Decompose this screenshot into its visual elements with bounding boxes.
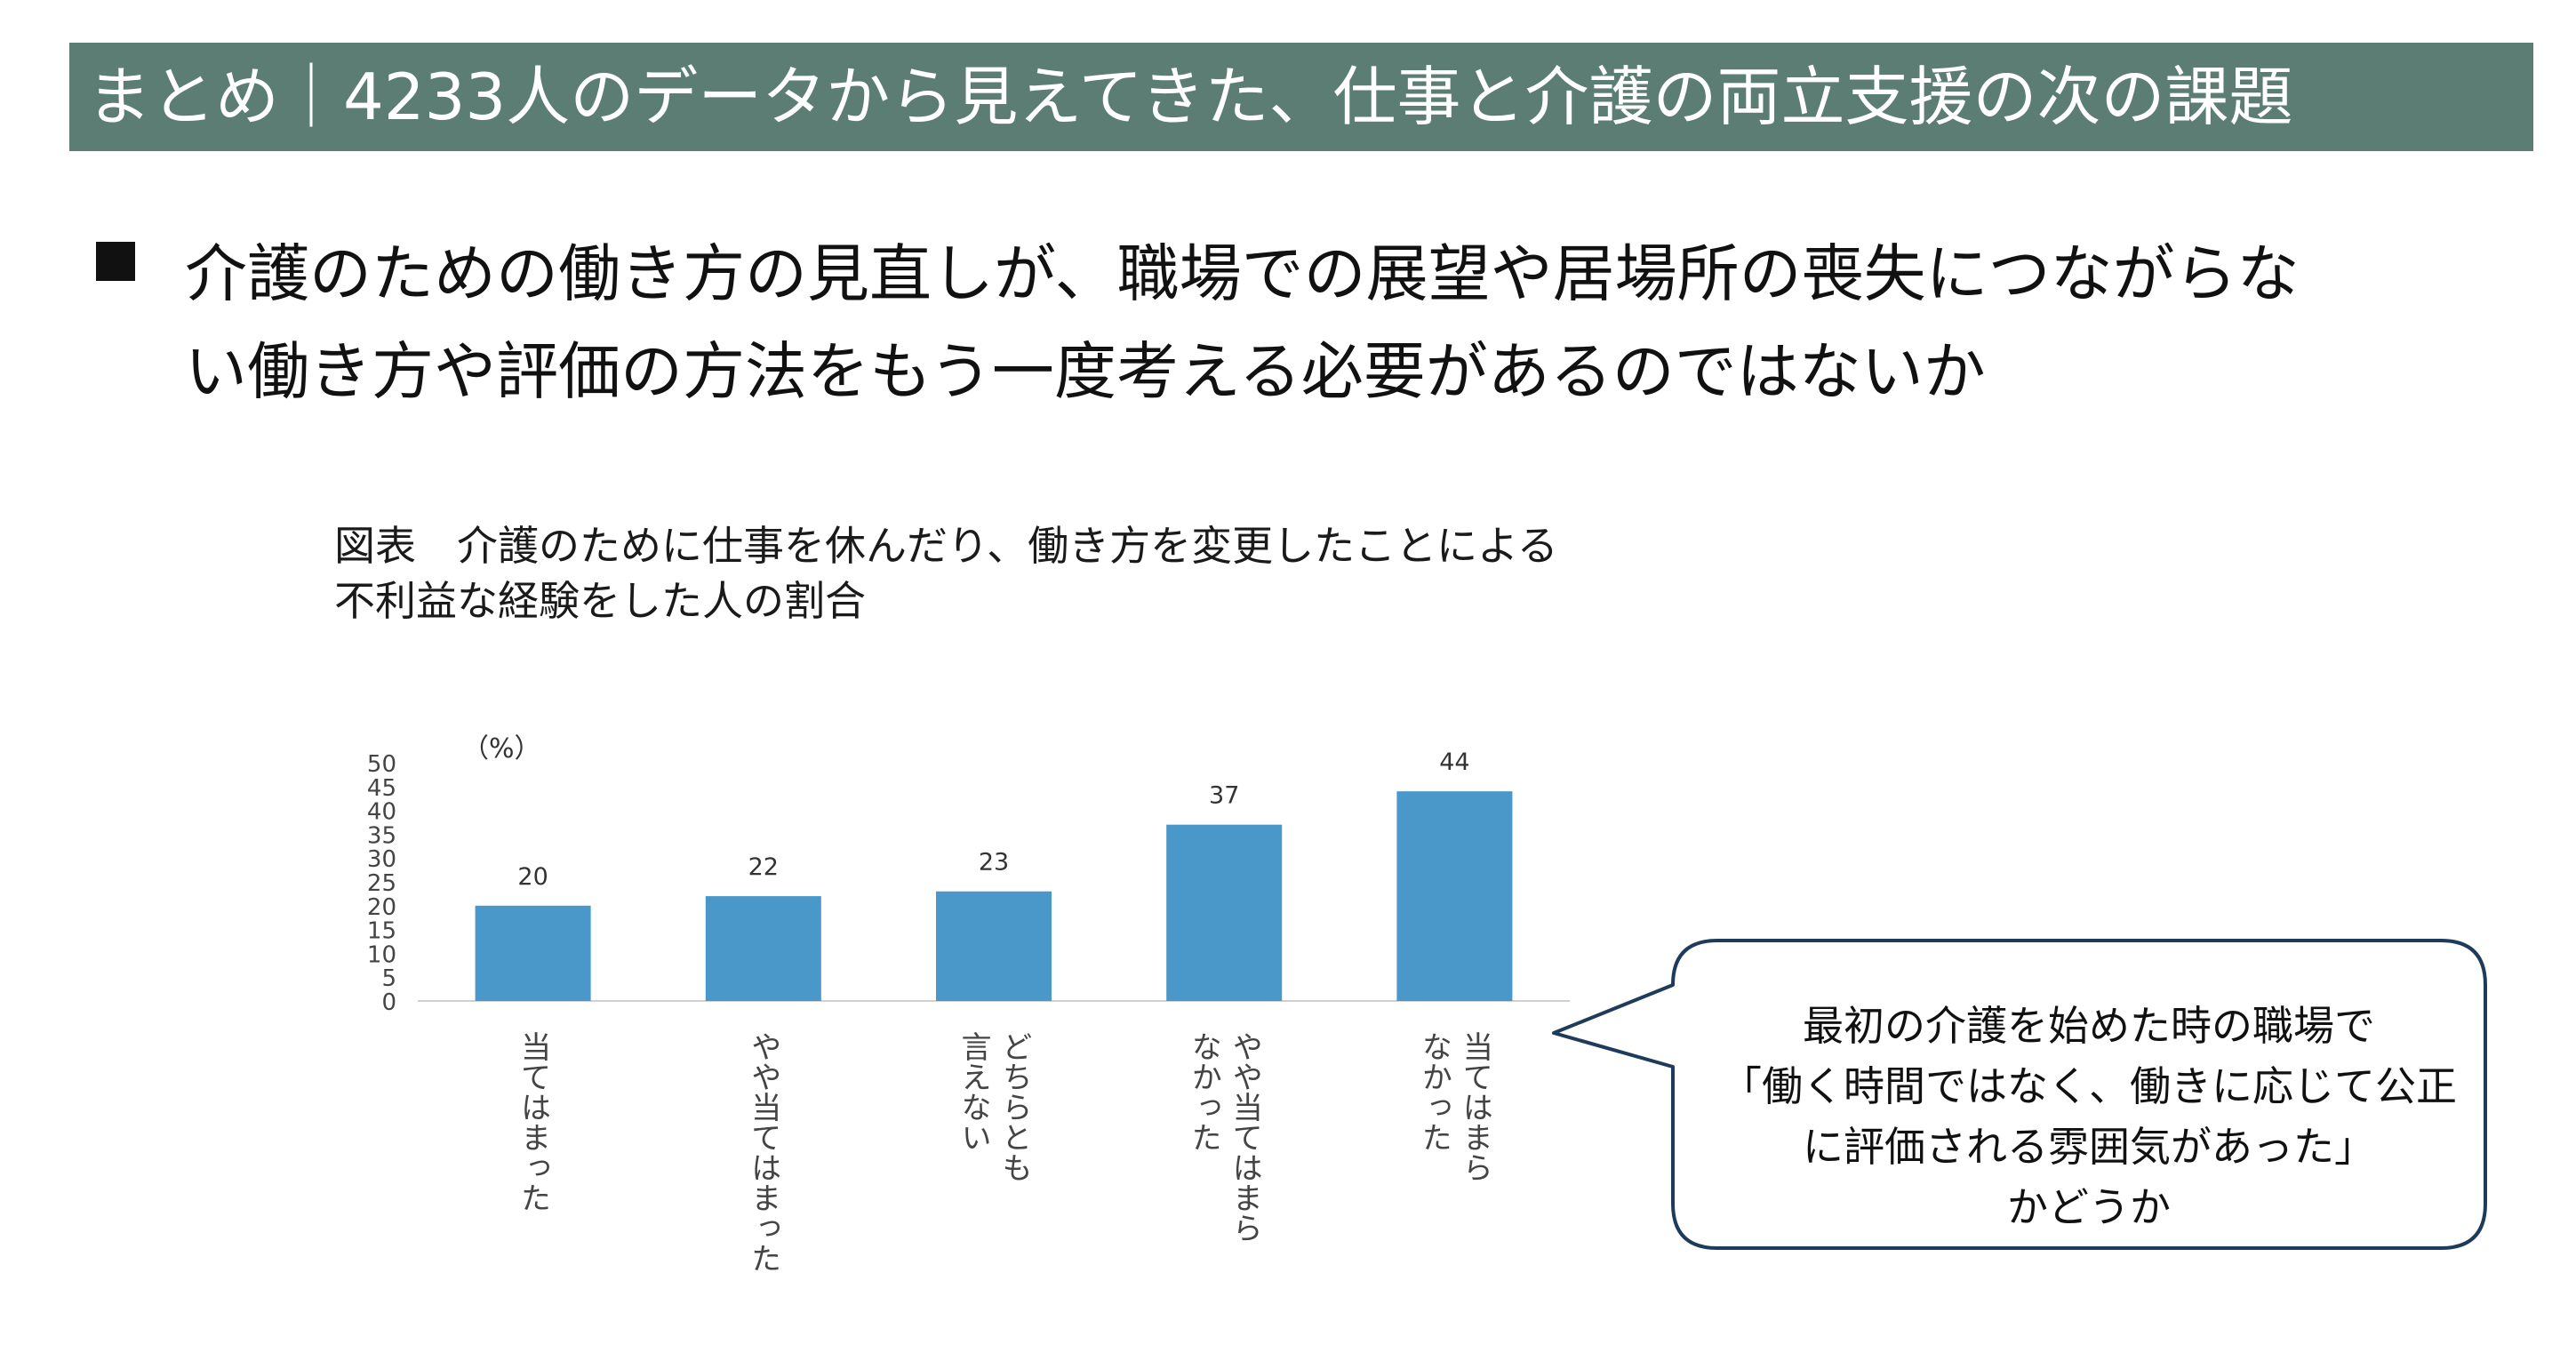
y-tick-label: 5 <box>381 965 396 992</box>
y-tick-label: 50 <box>367 751 396 778</box>
y-tick-label: 20 <box>367 894 396 921</box>
y-axis-unit-label: （%） <box>462 733 541 765</box>
y-tick-label: 10 <box>367 941 396 968</box>
callout-line-2: 「働く時間ではなく、働きに応じて公正 <box>1721 1062 2457 1110</box>
x-tick-label: なかった <box>1186 1031 1221 1152</box>
data-label: 23 <box>979 849 1009 877</box>
data-label: 20 <box>517 863 548 891</box>
x-tick-label: 当てはまら <box>1457 1031 1492 1182</box>
bullet-square-icon <box>96 242 135 281</box>
x-tick-label: 言えない <box>956 1031 991 1152</box>
y-tick-label: 35 <box>367 822 396 849</box>
figure-title-line-1: 図表 介護のために仕事を休んだり、働き方を変更したことによる <box>334 522 1558 570</box>
bar <box>936 891 1052 1001</box>
y-tick-label: 15 <box>367 918 396 945</box>
speech-bubble-outline <box>1552 939 2487 1250</box>
x-tick-label: どちらとも <box>996 1031 1032 1182</box>
page-title: まとめ｜4233人のデータから見えてきた、仕事と介護の両立支援の次の課題 <box>87 60 2293 134</box>
data-label: 44 <box>1439 749 1469 776</box>
bar <box>1396 791 1513 1001</box>
y-tick-label: 30 <box>367 846 396 873</box>
callout-line-1: 最初の介護を始めた時の職場で <box>1803 1002 2375 1050</box>
data-label: 22 <box>748 853 779 881</box>
headline-line-1: 介護のための働き方の見直しが、職場での展望や居場所の喪失につながらな <box>185 237 2300 310</box>
y-tick-label: 45 <box>367 775 396 802</box>
y-tick-label: 25 <box>367 870 396 897</box>
x-tick-label: なかった <box>1416 1031 1452 1152</box>
x-tick-label: 当てはまった <box>516 1031 551 1213</box>
title-bar: まとめ｜4233人のデータから見えてきた、仕事と介護の両立支援の次の課題 <box>69 43 2533 151</box>
figure-title-line-2: 不利益な経験をした人の割合 <box>334 577 866 625</box>
data-label: 37 <box>1209 782 1239 810</box>
callout-text: 最初の介護を始めた時の職場で 「働く時間ではなく、働きに応じて公正 に評価される… <box>1689 996 2489 1237</box>
x-tick-label: やや当てはまった <box>746 1031 781 1273</box>
y-tick-label: 0 <box>381 989 396 1016</box>
bar <box>705 896 821 1001</box>
callout-line-4: かどうか <box>2007 1183 2171 1231</box>
x-tick-label: やや当てはまら <box>1227 1031 1262 1243</box>
callout-line-3: に評価される雰囲気があった」 <box>1803 1123 2375 1171</box>
bar <box>1166 824 1283 1001</box>
y-tick-label: 40 <box>367 799 396 826</box>
headline-line-2: い働き方や評価の方法をもう一度考える必要があるのではないか <box>185 335 1986 408</box>
bar <box>475 905 591 1001</box>
